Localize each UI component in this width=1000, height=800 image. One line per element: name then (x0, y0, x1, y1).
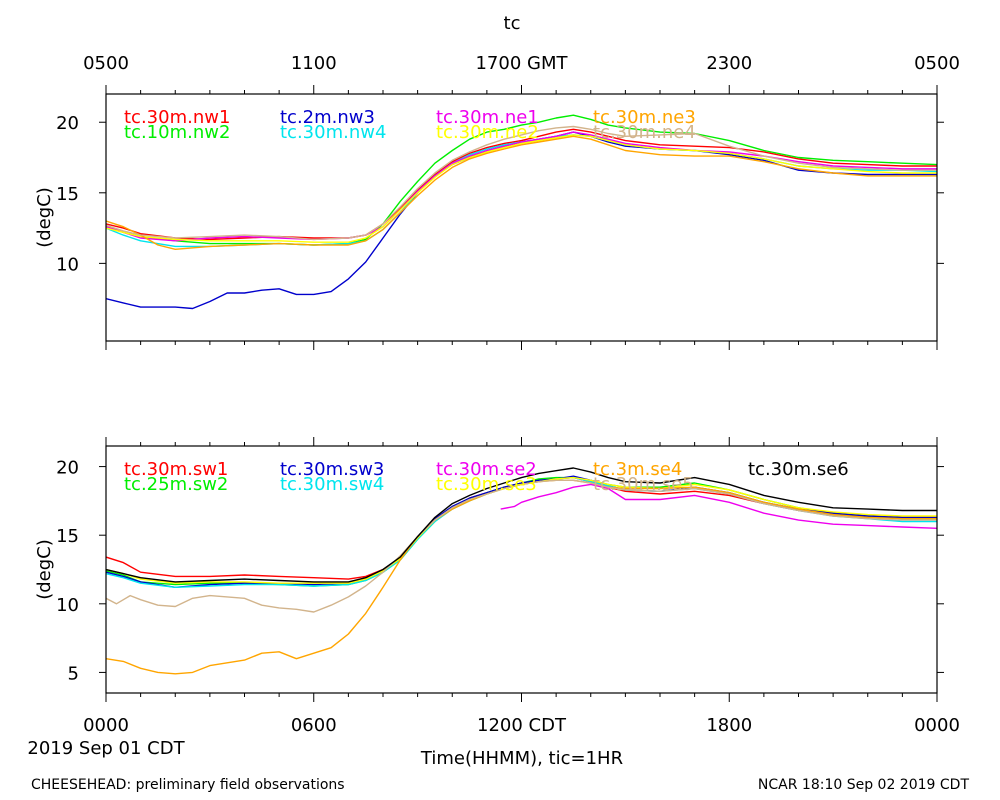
legend-label: tc.30m.ne4 (593, 122, 696, 143)
top-tick-label: 0500 (83, 53, 129, 74)
y-tick-label: 20 (56, 113, 79, 134)
top-time-axis: 0500 1100 1700 GMT 2300 0500 (83, 53, 960, 74)
legend-label: tc.30m.se2 (436, 459, 537, 480)
series-line (106, 128, 937, 241)
series-line (500, 483, 937, 529)
legend-label: tc.30m.nw4 (280, 122, 386, 143)
legend-label: tc.25m.sw2 (124, 474, 228, 495)
y-axis-label: (degC) (34, 539, 55, 600)
legend-label: tc.30m.se3 (436, 474, 537, 495)
series-line (106, 134, 937, 243)
series-line (106, 467, 937, 583)
legend-label: tc.30m.ne1 (436, 107, 539, 128)
y-tick-label: 10 (56, 254, 79, 275)
figure-title: tc (504, 13, 521, 34)
series-line (106, 131, 937, 242)
date-label: 2019 Sep 01 CDT (27, 738, 185, 759)
series-line (106, 125, 937, 241)
y-tick-label: 15 (56, 526, 79, 547)
series-line (106, 134, 937, 248)
bottom-tick-label: 1800 (706, 715, 752, 736)
legend-label: tc.2m.nw3 (280, 107, 375, 128)
footer-left-note: CHEESEHEAD: preliminary field observatio… (31, 777, 345, 793)
y-tick-label: 20 (56, 458, 79, 479)
y-tick-label: 5 (68, 663, 79, 684)
legend-label: tc.3m.se4 (593, 459, 682, 480)
legend-label: tc.30m.ne3 (593, 107, 696, 128)
bottom-tick-label: 0600 (291, 715, 337, 736)
legend-label: tc.30m.se5 (593, 474, 694, 495)
bottom-time-axis: 0000 0600 1200 CDT 1800 0000 (83, 715, 960, 736)
legend-label: tc.30m.sw4 (280, 474, 384, 495)
top-tick-label: 2300 (706, 53, 752, 74)
x-axis-label: Time(HHMM), tic=1HR (420, 748, 623, 769)
series-lines (106, 114, 937, 310)
legend-label: tc.30m.nw1 (124, 107, 230, 128)
top-tick-label: 1100 (291, 53, 337, 74)
series-line (106, 479, 937, 613)
y-axis-label: (degC) (34, 187, 55, 248)
legend-label: tc.30m.se6 (748, 459, 849, 480)
footer-right-note: NCAR 18:10 Sep 02 2019 CDT (758, 777, 970, 793)
series-line (106, 135, 937, 251)
legend-label: tc.30m.ne2 (436, 122, 539, 143)
top-tick-label: 0500 (914, 53, 960, 74)
bottom-tick-label: 1200 CDT (477, 715, 567, 736)
plot-frame (105, 445, 938, 694)
legend-label: tc.30m.sw3 (280, 459, 384, 480)
plot-frame (105, 93, 938, 342)
legend-label: tc.10m.nw2 (124, 122, 230, 143)
y-tick-label: 15 (56, 184, 79, 205)
y-tick-label: 10 (56, 595, 79, 616)
bottom-tick-label: 0000 (914, 715, 960, 736)
top-tick-label: 1700 GMT (475, 53, 568, 74)
legend-label: tc.30m.sw1 (124, 459, 228, 480)
series-lines (106, 467, 937, 675)
bottom-tick-label: 0000 (83, 715, 129, 736)
